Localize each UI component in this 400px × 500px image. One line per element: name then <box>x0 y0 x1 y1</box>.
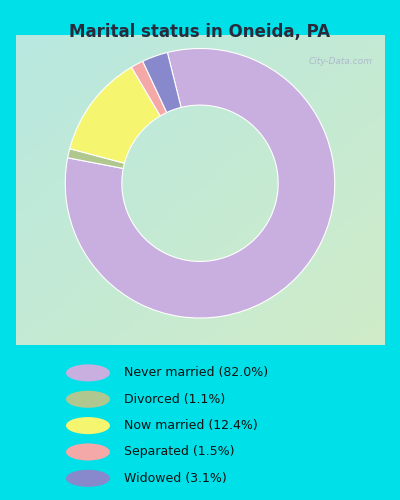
Circle shape <box>66 364 110 382</box>
Text: City-Data.com: City-Data.com <box>309 56 373 66</box>
Wedge shape <box>65 48 335 318</box>
Wedge shape <box>132 62 167 116</box>
Circle shape <box>66 417 110 434</box>
Circle shape <box>66 444 110 460</box>
Text: Never married (82.0%): Never married (82.0%) <box>124 366 268 380</box>
Text: Divorced (1.1%): Divorced (1.1%) <box>124 393 225 406</box>
Circle shape <box>66 390 110 408</box>
Text: Widowed (3.1%): Widowed (3.1%) <box>124 472 227 485</box>
Wedge shape <box>143 52 181 112</box>
Text: Separated (1.5%): Separated (1.5%) <box>124 446 234 458</box>
Wedge shape <box>68 148 124 169</box>
Wedge shape <box>70 67 160 163</box>
Text: Now married (12.4%): Now married (12.4%) <box>124 419 258 432</box>
Text: Marital status in Oneida, PA: Marital status in Oneida, PA <box>70 22 330 40</box>
Circle shape <box>66 470 110 487</box>
